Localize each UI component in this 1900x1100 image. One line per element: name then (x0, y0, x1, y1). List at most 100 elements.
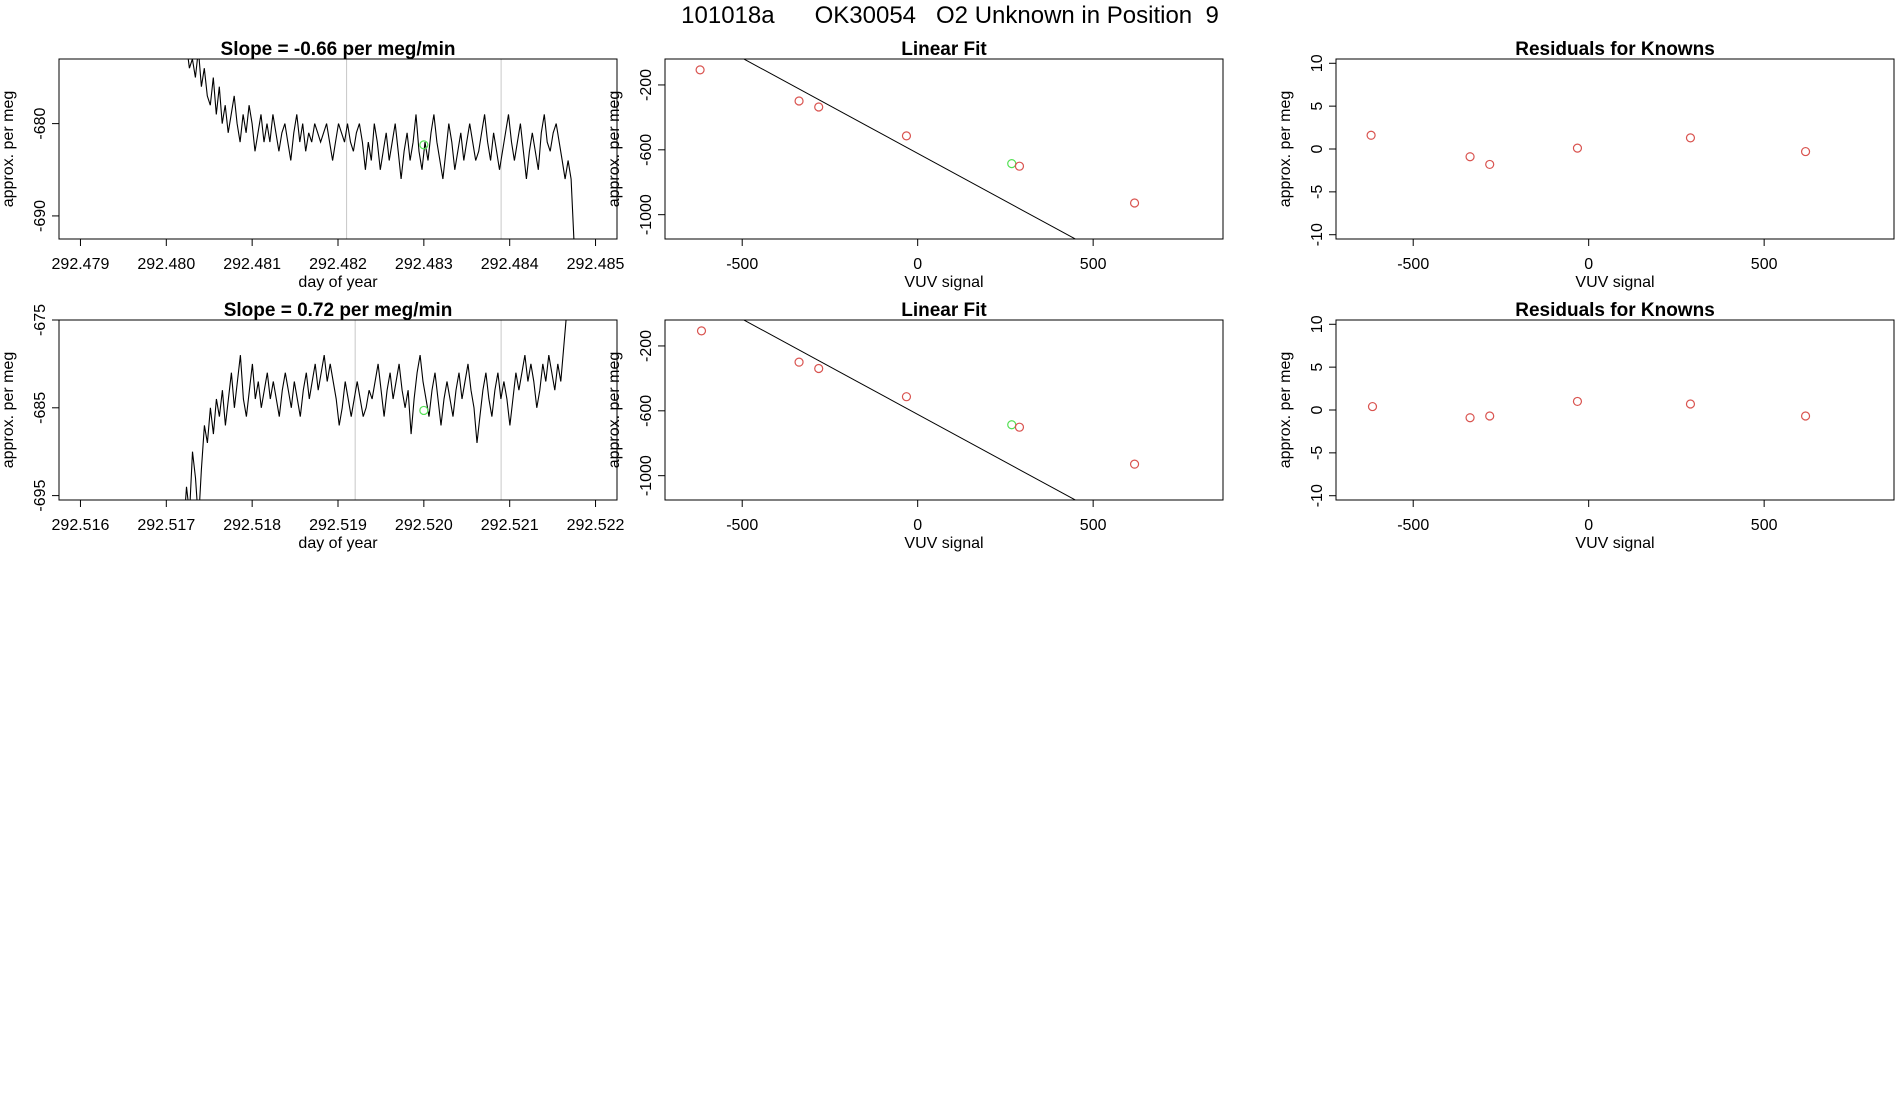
y-tick-label: -200 (638, 330, 655, 362)
x-tick-label: 500 (1751, 256, 1778, 273)
known-point (794, 96, 804, 106)
plot-area (695, 59, 1140, 239)
x-tick-label: 500 (1080, 256, 1107, 273)
x-axis-label: VUV signal (1575, 535, 1654, 552)
plot-box (1335, 58, 1895, 240)
known-point (901, 131, 912, 141)
y-tick-label: -5 (1309, 185, 1326, 199)
y-tick-label: -675 (32, 304, 49, 336)
known-point (1367, 401, 1378, 412)
x-tick-label: 292.521 (481, 517, 539, 534)
x-tick-label: 292.518 (223, 517, 281, 534)
y-tick-label: -690 (32, 200, 49, 232)
x-tick-label: 292.520 (395, 517, 453, 534)
series-line (187, 59, 575, 239)
x-axis-label: day of year (298, 535, 378, 552)
known-point (1366, 130, 1376, 140)
plot-area (1367, 396, 1811, 423)
x-tick-label: 292.516 (52, 517, 110, 534)
x-axis-label: day of year (298, 274, 378, 291)
x-tick-label: 292.517 (137, 517, 195, 534)
x-tick-label: 500 (1080, 517, 1107, 534)
plot-box (1335, 319, 1895, 501)
y-axis-label: approx. per meg (1277, 91, 1294, 208)
y-axis-label: approx. per meg (1277, 352, 1294, 469)
panel-title: Slope = -0.66 per meg/min (221, 39, 456, 60)
x-tick-label: 292.484 (481, 256, 539, 273)
y-tick-label: -1000 (638, 455, 655, 496)
x-tick-label: 292.479 (52, 256, 110, 273)
y-axis-label: approx. per meg (0, 91, 17, 208)
fit-line (742, 59, 1077, 239)
y-tick-label: 5 (1309, 363, 1326, 372)
known-point (794, 357, 804, 367)
y-tick-label: 0 (1309, 405, 1326, 414)
panel-title: Linear Fit (901, 39, 987, 60)
plot-area (696, 320, 1140, 500)
unknown-point (1007, 158, 1017, 169)
panel-res1: Residuals for Knowns -500 0 500 10 5 0 -5 -10 VUV… (1277, 39, 1895, 291)
x-tick-label: -500 (726, 517, 758, 534)
panel-title: Residuals for Knowns (1515, 39, 1715, 60)
known-point (1485, 159, 1495, 170)
y-tick-label: 5 (1309, 102, 1326, 111)
known-point (901, 392, 912, 402)
y-tick-label: -10 (1309, 223, 1326, 246)
plot-area (1366, 130, 1811, 170)
unknown-point (419, 140, 429, 150)
x-tick-label: 292.482 (309, 256, 367, 273)
y-tick-label: -680 (32, 108, 49, 140)
plot-area (185, 320, 567, 500)
panel-title: Residuals for Knowns (1515, 300, 1715, 321)
x-tick-label: 0 (913, 517, 922, 534)
x-tick-label: 292.481 (223, 256, 281, 273)
known-point (1465, 413, 1475, 423)
known-point (1014, 161, 1025, 171)
y-tick-label: 0 (1309, 144, 1326, 153)
known-point (1800, 146, 1811, 157)
known-point (814, 363, 824, 374)
panel-res2: Residuals for Knowns -500 0 500 10 5 0 -5 -10 VUV… (1277, 300, 1895, 552)
plot-box (664, 319, 1224, 501)
y-tick-label: -5 (1309, 446, 1326, 460)
main-title: 101018a OK30054 O2 Unknown in Position 9 (681, 2, 1219, 29)
x-tick-label: -500 (1397, 256, 1429, 273)
x-tick-label: 0 (913, 256, 922, 273)
known-point (1572, 143, 1583, 153)
unknown-point (1007, 420, 1017, 430)
plot-area (187, 59, 575, 239)
x-tick-label: -500 (726, 256, 758, 273)
known-point (814, 102, 824, 112)
x-axis-label: VUV signal (904, 535, 983, 552)
y-axis-label: approx. per meg (606, 91, 623, 208)
known-point (696, 326, 707, 336)
x-tick-label: 292.485 (567, 256, 625, 273)
x-tick-label: 500 (1751, 517, 1778, 534)
panel-fit2: Linear Fit -500 0 500 -200 -600 -1000 VUV signa… (606, 300, 1224, 552)
y-axis-label: approx. per meg (0, 352, 17, 469)
panel-title: Slope = 0.72 per meg/min (224, 300, 453, 321)
x-axis-label: VUV signal (904, 274, 983, 291)
y-axis-label: approx. per meg (606, 352, 623, 469)
known-point (1800, 411, 1811, 421)
y-tick-label: -600 (638, 395, 655, 427)
panel-ts2: Slope = 0.72 per meg/min 292.516 292.517 29… (0, 300, 625, 552)
x-tick-label: 292.483 (395, 256, 453, 273)
known-point (695, 65, 705, 75)
y-tick-label: -685 (32, 392, 49, 424)
x-axis-label: VUV signal (1575, 274, 1654, 291)
y-tick-label: -600 (638, 134, 655, 166)
known-point (1465, 152, 1475, 162)
plot-box (58, 58, 618, 240)
known-point (1129, 459, 1140, 469)
known-point (1572, 396, 1583, 407)
x-tick-label: 0 (1584, 517, 1593, 534)
known-point (1485, 411, 1495, 421)
series-line (185, 320, 567, 500)
y-tick-label: 10 (1309, 54, 1326, 72)
plot-box (664, 58, 1224, 240)
x-tick-label: 292.519 (309, 517, 367, 534)
panel-ts1: Slope = -0.66 per meg/min 292.479 292.480 2… (0, 39, 625, 291)
x-tick-label: 292.480 (137, 256, 195, 273)
